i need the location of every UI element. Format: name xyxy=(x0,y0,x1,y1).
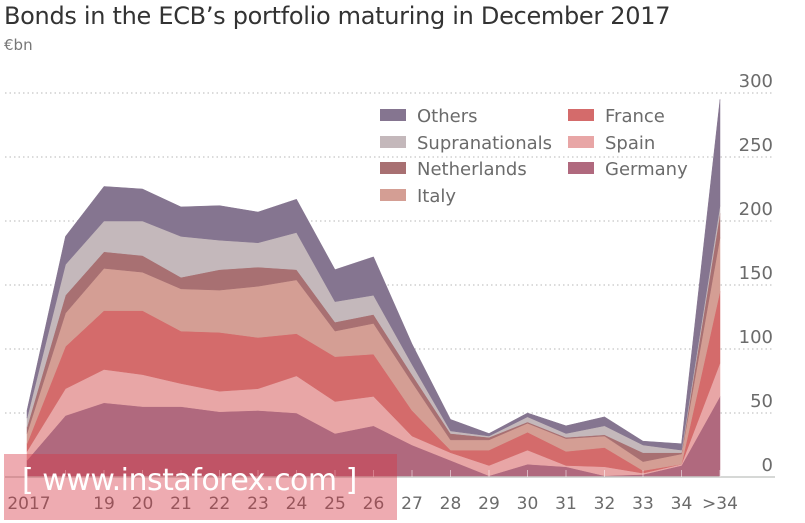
legend-swatch-germany xyxy=(568,162,594,174)
watermark-text: [ www.instaforex.com ] xyxy=(22,463,357,498)
y-tick-label: 200 xyxy=(739,199,773,220)
area-others xyxy=(26,99,721,451)
x-tick-label: 21 xyxy=(170,494,192,514)
y-tick-label: 300 xyxy=(739,71,773,92)
x-tick-label: 26 xyxy=(363,494,385,514)
legend-swatch-supranationals xyxy=(380,136,406,148)
x-tick-label: 24 xyxy=(286,494,308,514)
x-tick-label: 19 xyxy=(93,494,115,514)
x-tick-label: 29 xyxy=(478,494,500,514)
x-tick-label: 34 xyxy=(671,494,693,514)
legend-swatch-italy xyxy=(380,189,406,201)
y-tick-label: 100 xyxy=(739,327,773,348)
x-tick-label: 23 xyxy=(247,494,269,514)
y-tick-label: 250 xyxy=(739,135,773,156)
x-tick-label: 28 xyxy=(440,494,462,514)
legend-label-others: Others xyxy=(417,106,478,127)
x-tick-label: 33 xyxy=(632,494,654,514)
x-tick-label: 27 xyxy=(401,494,423,514)
x-tick-label: 32 xyxy=(594,494,616,514)
x-tick-label: 31 xyxy=(555,494,577,514)
x-tick-label: 20 xyxy=(132,494,154,514)
legend-label-spain: Spain xyxy=(605,133,655,154)
watermark-banner xyxy=(4,454,397,520)
x-tick-label: 2017 xyxy=(7,494,50,514)
y-tick-label: 150 xyxy=(739,263,773,284)
legend-label-germany: Germany xyxy=(605,159,688,180)
legend-label-netherlands: Netherlands xyxy=(417,159,527,180)
legend-label-supranationals: Supranationals xyxy=(417,133,552,154)
y-unit-label: €bn xyxy=(4,36,33,54)
y-tick-label: 0 xyxy=(762,455,773,476)
x-tick-label: 25 xyxy=(324,494,346,514)
legend-swatch-spain xyxy=(568,136,594,148)
x-tick-label: >34 xyxy=(702,494,738,514)
legend-label-france: France xyxy=(605,106,665,127)
legend-swatch-france xyxy=(568,109,594,121)
x-tick-label: 22 xyxy=(209,494,231,514)
chart-title: Bonds in the ECB’s portfolio maturing in… xyxy=(4,2,671,30)
x-tick-label: 30 xyxy=(517,494,539,514)
legend-swatch-netherlands xyxy=(380,162,406,174)
y-tick-label: 50 xyxy=(750,391,773,412)
legend-label-italy: Italy xyxy=(417,186,456,207)
legend-swatch-others xyxy=(380,109,406,121)
